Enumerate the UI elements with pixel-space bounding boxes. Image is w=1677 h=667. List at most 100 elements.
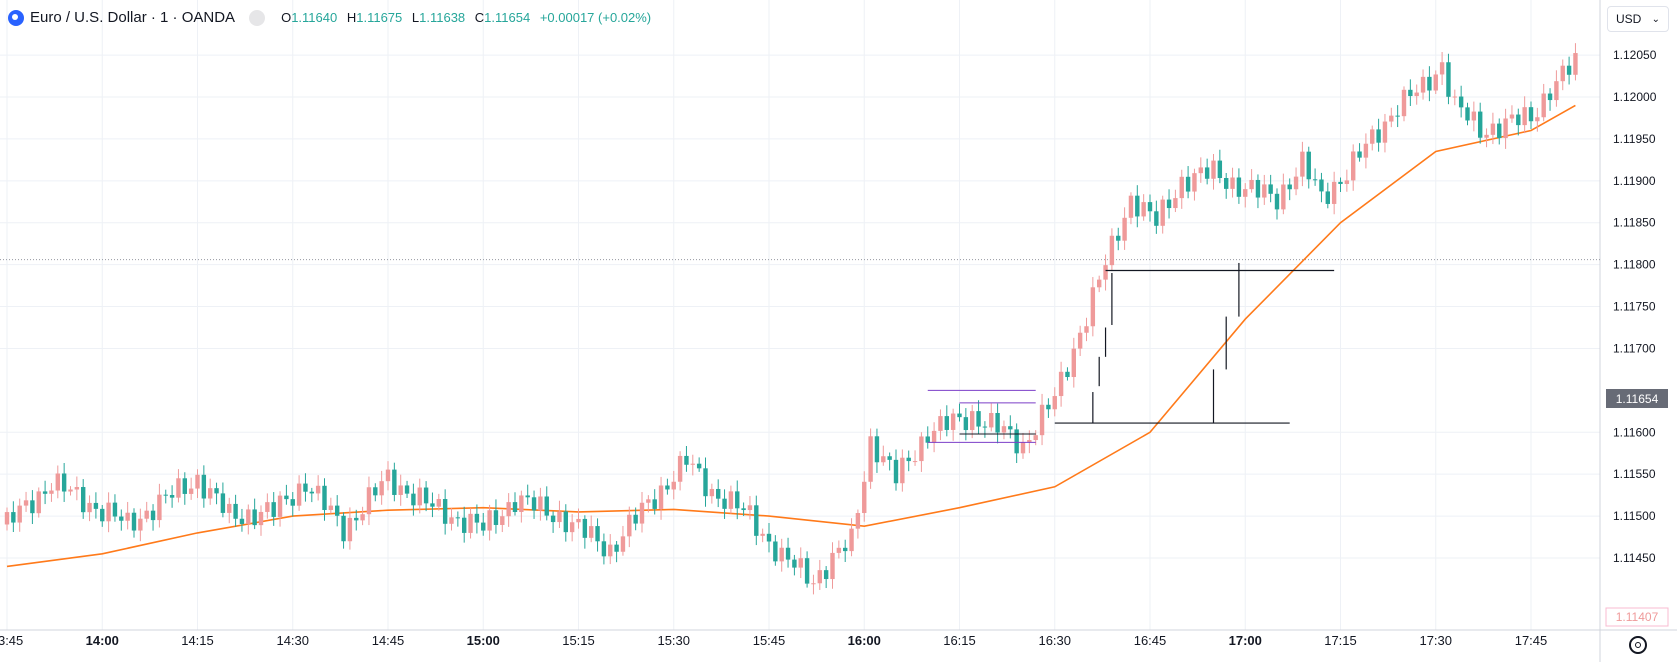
candle-body bbox=[201, 474, 207, 499]
candle-body bbox=[1033, 435, 1038, 441]
candle-body bbox=[1020, 442, 1026, 454]
candle-body bbox=[1052, 396, 1057, 410]
candle-body bbox=[119, 516, 124, 521]
candle-body bbox=[1376, 129, 1381, 143]
candle-body bbox=[1382, 121, 1388, 143]
candle-body bbox=[449, 517, 454, 524]
candle-body bbox=[1236, 177, 1242, 197]
time-tick-label: 14:15 bbox=[181, 633, 214, 648]
candle-body bbox=[81, 487, 86, 513]
candle-body bbox=[817, 570, 822, 584]
time-tick-label: 16:30 bbox=[1038, 633, 1071, 648]
candle-body bbox=[468, 513, 473, 533]
ma-line bbox=[6, 104, 1576, 568]
candle-body bbox=[938, 416, 943, 431]
candle-body bbox=[1230, 177, 1235, 189]
candle-body bbox=[887, 456, 892, 460]
candle-body bbox=[1065, 371, 1070, 378]
close-value: 1.11654 bbox=[484, 10, 531, 25]
low-value: 1.11638 bbox=[419, 10, 466, 25]
candle-body bbox=[1001, 426, 1007, 433]
moving-average bbox=[6, 104, 1576, 568]
symbol-title[interactable]: Euro / U.S. Dollar · 1 · OANDA bbox=[30, 9, 236, 26]
candle-body bbox=[1160, 199, 1165, 226]
candle-body bbox=[1255, 179, 1261, 198]
candle-body bbox=[1484, 134, 1489, 138]
candle-body bbox=[500, 516, 505, 525]
drawings bbox=[927, 262, 1335, 443]
candle-body bbox=[665, 485, 670, 490]
candle-body bbox=[531, 497, 537, 511]
candle-body bbox=[709, 488, 715, 497]
time-tick-label: 15:45 bbox=[753, 633, 786, 648]
candle-body bbox=[1420, 76, 1426, 93]
candle-body bbox=[246, 509, 251, 524]
candle-body bbox=[442, 499, 448, 524]
candle-body bbox=[512, 502, 518, 512]
candle-body bbox=[1224, 178, 1229, 189]
currency-selector[interactable]: USD ⌄ bbox=[1607, 6, 1669, 32]
candle-body bbox=[106, 502, 111, 522]
candle-body bbox=[1528, 107, 1534, 122]
price-badges: 1.11654 1.11407 bbox=[1605, 389, 1669, 627]
high-value: 1.11675 bbox=[356, 10, 403, 25]
candle-body bbox=[354, 517, 359, 521]
high-label: H bbox=[346, 10, 357, 25]
chevron-down-icon: ⌄ bbox=[1651, 13, 1660, 25]
candle-body bbox=[309, 491, 314, 494]
candle-body bbox=[1058, 371, 1064, 397]
candle-body bbox=[671, 481, 676, 490]
price-tick-label: 1.12000 bbox=[1613, 90, 1657, 104]
time-tick-label: 15:30 bbox=[657, 633, 690, 648]
candle-body bbox=[341, 515, 346, 542]
candle-body bbox=[4, 512, 10, 525]
candle-body bbox=[188, 488, 194, 494]
candle-body bbox=[506, 502, 511, 517]
candle-body bbox=[608, 544, 613, 557]
time-tick-label: 17:00 bbox=[1229, 633, 1262, 648]
candle-body bbox=[722, 498, 727, 509]
candle-body bbox=[493, 510, 499, 525]
candle-body bbox=[1249, 179, 1254, 190]
candle-body bbox=[1319, 179, 1324, 192]
candle-body bbox=[1522, 107, 1527, 126]
candle-body bbox=[931, 430, 937, 443]
candle-body bbox=[1014, 429, 1019, 454]
candle-body bbox=[1414, 92, 1419, 97]
candle-body bbox=[1084, 326, 1089, 333]
candle-body bbox=[773, 541, 778, 562]
candle-body bbox=[557, 511, 562, 523]
candle-body bbox=[1439, 62, 1445, 75]
candle-body bbox=[385, 469, 391, 482]
candle-body bbox=[1185, 176, 1191, 192]
candle-body bbox=[296, 483, 302, 506]
close-label: C bbox=[474, 10, 485, 25]
candle-body bbox=[735, 491, 740, 509]
candle-body bbox=[862, 481, 867, 514]
candle-body bbox=[474, 513, 480, 523]
chart-settings-icon[interactable] bbox=[1629, 636, 1647, 654]
time-tick-label: 17:15 bbox=[1324, 633, 1357, 648]
candle-body bbox=[1535, 117, 1540, 122]
candle-body bbox=[874, 436, 880, 463]
candle-body bbox=[1211, 160, 1216, 179]
candle-body bbox=[1560, 65, 1565, 82]
candle-body bbox=[163, 494, 168, 496]
candle-body bbox=[601, 541, 607, 557]
candle-body bbox=[404, 485, 410, 494]
candle-body bbox=[582, 518, 588, 538]
candle-body bbox=[1541, 93, 1546, 118]
visibility-toggle-icon[interactable] bbox=[249, 9, 266, 26]
time-tick-label: 16:15 bbox=[943, 633, 976, 648]
candle-body bbox=[1027, 440, 1032, 443]
candle-body bbox=[1046, 404, 1051, 410]
candle-body bbox=[1344, 180, 1350, 184]
candle-body bbox=[87, 502, 92, 513]
price-tick-label: 1.11950 bbox=[1613, 132, 1656, 146]
candle-body bbox=[1370, 129, 1375, 144]
candle-body bbox=[417, 487, 422, 506]
candle-body bbox=[1427, 76, 1432, 91]
candle-body bbox=[1490, 123, 1496, 135]
